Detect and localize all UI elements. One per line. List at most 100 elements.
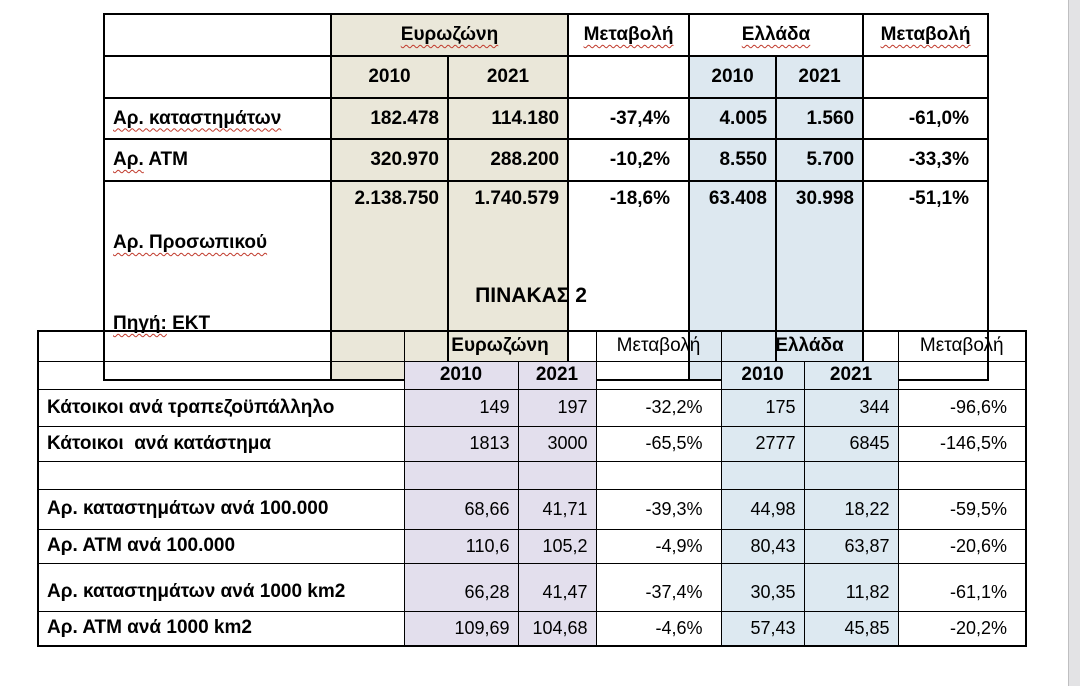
row-label: Κάτοικοι ανά τραπεζοϋπάλληλο bbox=[37, 388, 405, 427]
cell-eu-2010: 1813 bbox=[403, 425, 519, 462]
table2-row-inhabitants-per-branch: Κάτοικοι ανά κατάστημα 1813 3000 -65,5% … bbox=[37, 425, 1027, 462]
cell-gr-2010: 30,35 bbox=[720, 562, 805, 612]
cell-gr-2010: 4.005 bbox=[688, 97, 778, 140]
cell-gr-2021: 63,87 bbox=[803, 528, 899, 564]
row-label: Αρ. καταστημάτων bbox=[103, 97, 332, 140]
table1-header-row-groups: Ευρωζώνη Μεταβολή Ελλάδα Μεταβολή bbox=[103, 13, 990, 57]
cell-gr-2021: 45,85 bbox=[803, 610, 899, 647]
empty-header-cell bbox=[37, 330, 405, 362]
cell-eu-2021: 104,68 bbox=[517, 610, 597, 647]
spacer-cell bbox=[897, 460, 1027, 490]
table1-header-row-years: 2010 2021 2010 2021 bbox=[103, 55, 990, 99]
header-eurozone-label: Ευρωζώνη bbox=[400, 24, 499, 45]
cell-gr-2021: 6845 bbox=[803, 425, 899, 462]
empty-header-cell bbox=[595, 360, 722, 390]
cell-gr-2010: 44,98 bbox=[720, 488, 805, 530]
empty-header-cell bbox=[103, 13, 332, 57]
empty-header-cell bbox=[567, 55, 691, 99]
cell-change-gr: -61,0% bbox=[862, 97, 990, 140]
header-gr-2010: 2010 bbox=[688, 55, 778, 99]
spacer-cell bbox=[517, 460, 597, 490]
cell-eu-2021: 41,71 bbox=[517, 488, 597, 530]
header-change-eurozone: Μεταβολή bbox=[567, 13, 691, 57]
cell-change-eu: -65,5% bbox=[595, 425, 722, 462]
spacer-cell bbox=[37, 460, 405, 490]
cell-gr-2021: 18,22 bbox=[803, 488, 899, 530]
table1-row-atms: Αρ. ΑΤΜ 320.970 288.200 -10,2% 8.550 5.7… bbox=[103, 138, 990, 182]
row-label: Αρ. ΑΤΜ bbox=[103, 138, 332, 182]
cell-eu-2021: 3000 bbox=[517, 425, 597, 462]
cell-change-gr: -146,5% bbox=[897, 425, 1027, 462]
staff-label-line: Αρ. Προσωπικού bbox=[113, 232, 268, 253]
table2-row-branches-per-1000km2: Αρ. καταστημάτων ανά 1000 km2 66,28 41,4… bbox=[37, 562, 1027, 612]
spacer-cell bbox=[403, 460, 519, 490]
cell-gr-2010: 8.550 bbox=[688, 138, 778, 182]
row-label: Αρ. καταστημάτων ανά 100.000 bbox=[37, 488, 405, 530]
table2-header-row-years: 2010 2021 2010 2021 bbox=[37, 360, 1027, 390]
cell-change-eu: -32,2% bbox=[595, 388, 722, 427]
table2-row-branches-per-100000: Αρ. καταστημάτων ανά 100.000 68,66 41,71… bbox=[37, 488, 1027, 530]
cell-eu-2010: 149 bbox=[403, 388, 519, 427]
cell-change-eu: -37,4% bbox=[595, 562, 722, 612]
header-change-greece: Μεταβολή bbox=[862, 13, 990, 57]
cell-change-gr: -33,3% bbox=[862, 138, 990, 182]
cell-change-gr: -20,2% bbox=[897, 610, 1027, 647]
cell-change-gr: -96,6% bbox=[897, 388, 1027, 427]
table-2-ratios: Ευρωζώνη Μεταβολή Ελλάδα Μεταβολή 2010 2… bbox=[37, 330, 1028, 647]
cell-gr-2010: 80,43 bbox=[720, 528, 805, 564]
spacer-row bbox=[37, 460, 1027, 490]
table2-row-atms-per-100000: Αρ. ΑΤΜ ανά 100.000 110,6 105,2 -4,9% 80… bbox=[37, 528, 1027, 564]
cell-eu-2010: 320.970 bbox=[330, 138, 449, 182]
table1-row-branches: Αρ. καταστημάτων 182.478 114.180 -37,4% … bbox=[103, 97, 990, 140]
header-greece: Ελλάδα bbox=[720, 330, 899, 362]
table2-row-inhabitants-per-employee: Κάτοικοι ανά τραπεζοϋπάλληλο 149 197 -32… bbox=[37, 388, 1027, 427]
header-eu-2010: 2010 bbox=[403, 360, 519, 390]
cell-eu-2021: 114.180 bbox=[446, 97, 570, 140]
row-label: Αρ. ΑΤΜ ανά 1000 km2 bbox=[37, 610, 405, 647]
cell-change-eu: -39,3% bbox=[595, 488, 722, 530]
cell-gr-2021: 11,82 bbox=[803, 562, 899, 612]
empty-header-cell bbox=[897, 360, 1027, 390]
cell-gr-2010: 175 bbox=[720, 388, 805, 427]
cell-eu-2010: 68,66 bbox=[403, 488, 519, 530]
cell-change-eu: -4,6% bbox=[595, 610, 722, 647]
header-greece-label: Ελλάδα bbox=[741, 24, 811, 45]
spacer-cell bbox=[720, 460, 805, 490]
cell-change-gr: -61,1% bbox=[897, 562, 1027, 612]
row-label: Αρ. καταστημάτων ανά 1000 km2 bbox=[37, 562, 405, 612]
row-label: Αρ. ΑΤΜ ανά 100.000 bbox=[37, 528, 405, 564]
cell-eu-2010: 109,69 bbox=[403, 610, 519, 647]
source-note: Πηγή: ΕΚΤ bbox=[113, 313, 211, 334]
spacer-cell bbox=[803, 460, 899, 490]
header-eurozone: Ευρωζώνη bbox=[403, 330, 597, 362]
row-label: Κάτοικοι ανά κατάστημα bbox=[37, 425, 405, 462]
header-change-greece: Μεταβολή bbox=[897, 330, 1027, 362]
viewer-edge-strip bbox=[1068, 0, 1080, 686]
header-eurozone: Ευρωζώνη bbox=[329, 13, 570, 57]
cell-gr-2021: 1.560 bbox=[775, 97, 865, 140]
cell-eu-2021: 197 bbox=[517, 388, 597, 427]
table-1-absolute-figures: Ευρωζώνη Μεταβολή Ελλάδα Μεταβολή 2010 2… bbox=[103, 13, 990, 381]
header-gr-2010: 2010 bbox=[720, 360, 805, 390]
header-eu-2010: 2010 bbox=[330, 55, 449, 99]
header-greece: Ελλάδα bbox=[688, 13, 865, 57]
cell-gr-2021: 344 bbox=[803, 388, 899, 427]
cell-change-eu: -10,2% bbox=[567, 138, 691, 182]
cell-gr-2021: 5.700 bbox=[775, 138, 865, 182]
table2-row-atms-per-1000km2: Αρ. ΑΤΜ ανά 1000 km2 109,69 104,68 -4,6%… bbox=[37, 610, 1027, 647]
header-gr-2021: 2021 bbox=[803, 360, 899, 390]
cell-gr-2010: 2777 bbox=[720, 425, 805, 462]
cell-eu-2010: 182.478 bbox=[330, 97, 449, 140]
header-change-eurozone: Μεταβολή bbox=[595, 330, 722, 362]
empty-header-cell bbox=[862, 55, 990, 99]
cell-eu-2021: 288.200 bbox=[446, 138, 570, 182]
cell-eu-2021: 41,47 bbox=[517, 562, 597, 612]
cell-change-gr: -59,5% bbox=[897, 488, 1027, 530]
cell-change-eu: -4,9% bbox=[595, 528, 722, 564]
header-gr-2021: 2021 bbox=[775, 55, 865, 99]
table2-title: ΠΙΝΑΚΑΣ 2 bbox=[475, 284, 587, 307]
empty-header-cell bbox=[103, 55, 332, 99]
cell-eu-2010: 66,28 bbox=[403, 562, 519, 612]
cell-change-gr: -20,6% bbox=[897, 528, 1027, 564]
cell-gr-2010: 57,43 bbox=[720, 610, 805, 647]
